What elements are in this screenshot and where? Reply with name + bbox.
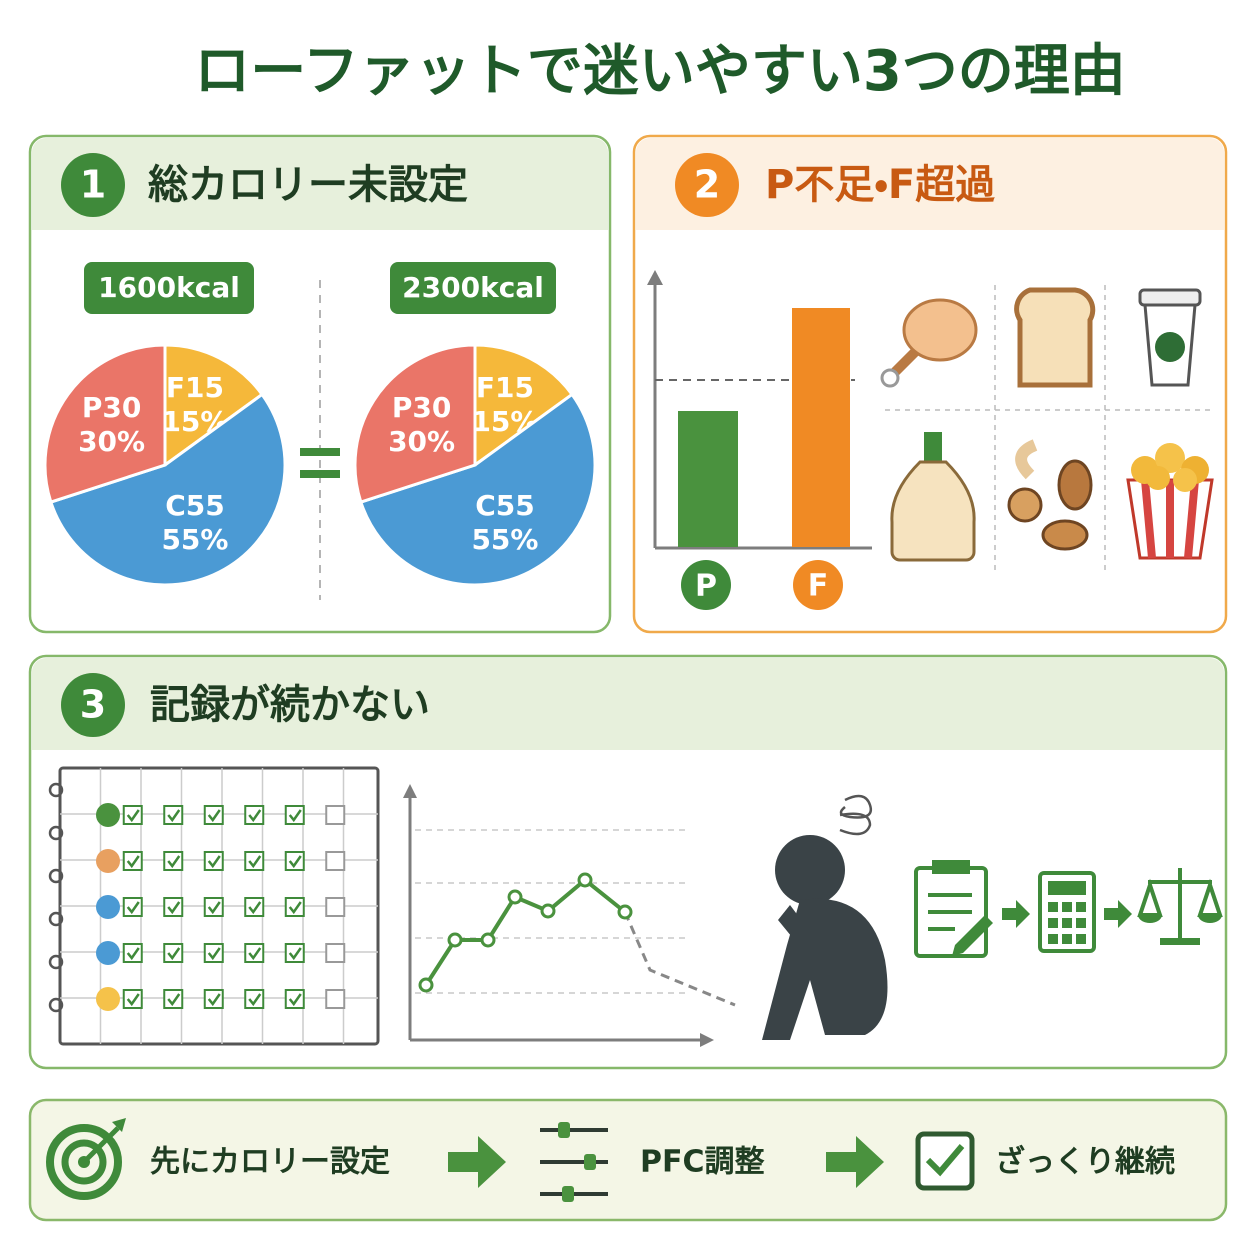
- step: 先にカロリー設定: [150, 1145, 390, 1180]
- slice-name: C55: [165, 489, 225, 522]
- slice-name: P30: [82, 391, 142, 424]
- step: PFC調整: [640, 1145, 765, 1180]
- step: ざっくり継続: [995, 1145, 1175, 1180]
- section-number: 1: [80, 163, 106, 207]
- panel-1: 1 総カロリー未設定 1600kcal 2300kcal F1515%C5555…: [28, 134, 612, 634]
- slice-name: F15: [166, 371, 224, 404]
- slice-name: F15: [476, 371, 534, 404]
- section-number: 3: [80, 683, 106, 727]
- slice-value-label: 30%: [388, 425, 455, 458]
- slice-value-label: 55%: [161, 523, 228, 556]
- bar-label: F: [808, 569, 829, 604]
- slice-name: C55: [475, 489, 535, 522]
- section-heading: 記録が続かない: [150, 682, 430, 728]
- section-heading: 総カロリー未設定: [148, 162, 468, 208]
- pie-slice: [163, 343, 265, 468]
- slice-name: P30: [392, 391, 452, 424]
- slice-value-label: 30%: [78, 425, 145, 458]
- section-number: 2: [694, 163, 720, 207]
- pie-slice: [353, 343, 477, 504]
- pie-label: 1600kcal: [98, 271, 240, 304]
- pie-slice: [48, 392, 287, 587]
- checklist: [48, 766, 380, 1046]
- slice-value-label: 55%: [471, 523, 538, 556]
- section-heading: P不足・F超過: [765, 162, 995, 208]
- panel-3: 3 記録が続かない: [28, 654, 1228, 1070]
- pie-label: 2300kcal: [402, 271, 544, 304]
- pie-slice: [473, 343, 575, 468]
- footer: 先にカロリー設定 PFC調整 ざっくり継続: [28, 1098, 1228, 1222]
- pie-slice: [43, 343, 167, 504]
- title: ローファットで迷いやすい3つの理由: [194, 39, 1126, 104]
- panel-2: 2 P不足・F超過 P F: [632, 134, 1228, 634]
- pie-slice: [358, 392, 597, 587]
- bar-label: P: [695, 569, 717, 604]
